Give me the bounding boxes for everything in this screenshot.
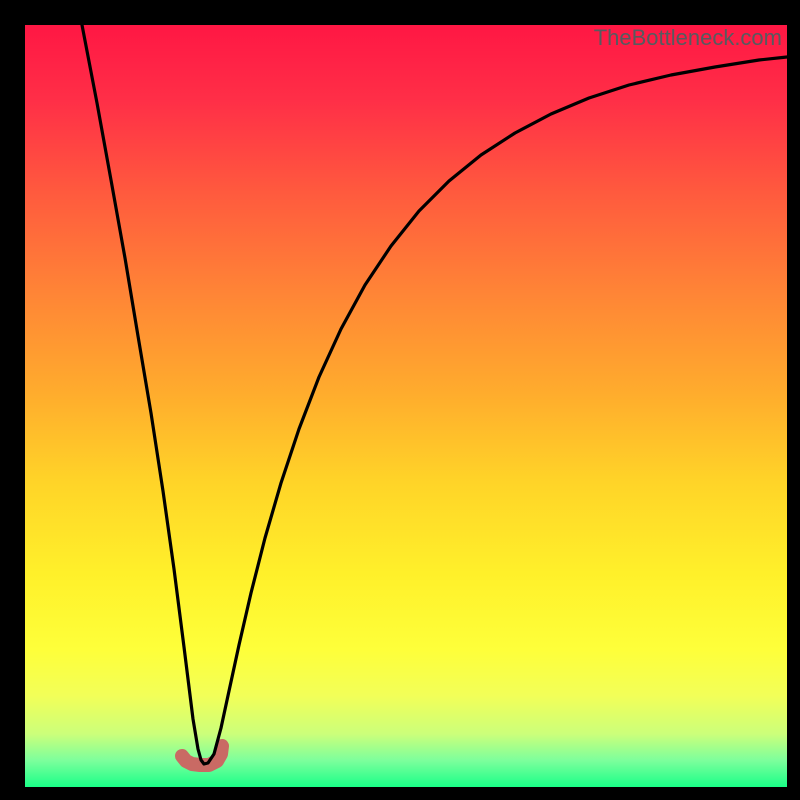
watermark-text: TheBottleneck.com — [594, 25, 782, 51]
border-right — [787, 0, 800, 800]
chart-overlay — [25, 25, 787, 787]
border-left — [0, 0, 25, 800]
border-top — [0, 0, 800, 25]
bottleneck-curve — [82, 25, 787, 764]
plot-area: TheBottleneck.com — [25, 25, 787, 787]
figure-frame: TheBottleneck.com — [0, 0, 800, 800]
border-bottom — [0, 787, 800, 800]
